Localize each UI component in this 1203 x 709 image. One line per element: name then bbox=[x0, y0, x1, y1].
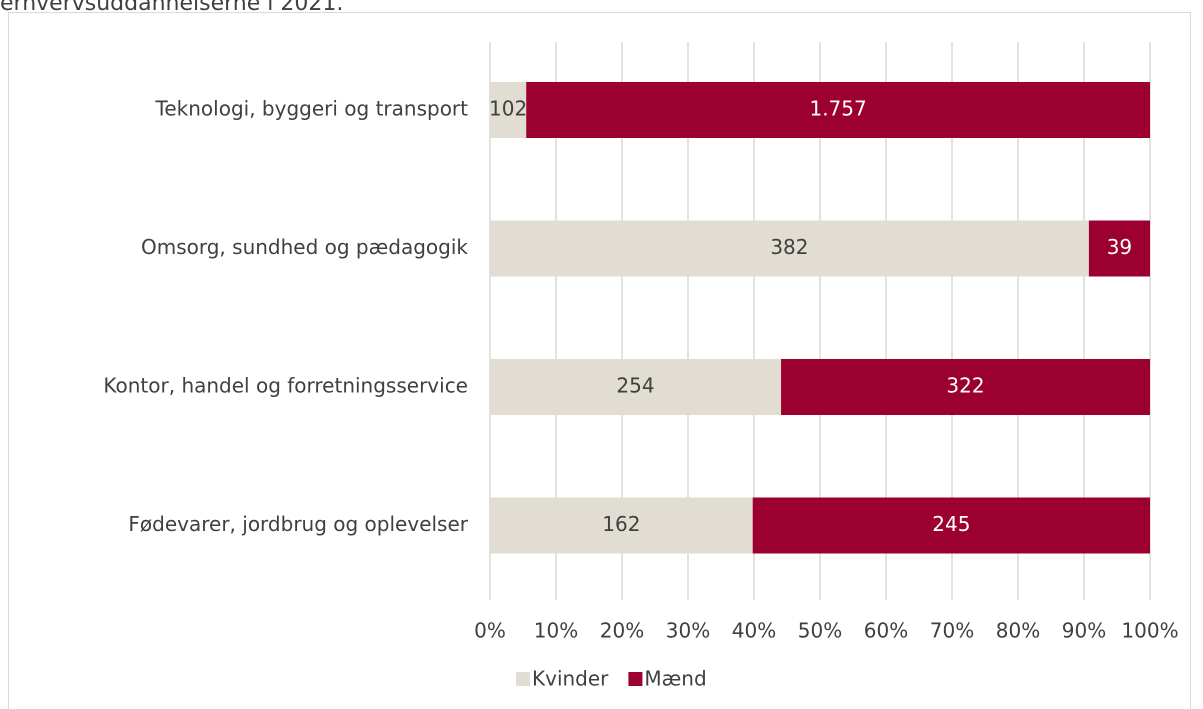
x-tick-label: 100% bbox=[1121, 619, 1178, 643]
x-tick-label: 60% bbox=[864, 619, 908, 643]
data-label: 382 bbox=[770, 235, 808, 259]
x-tick-label: 10% bbox=[534, 619, 578, 643]
y-tick-label: Fødevarer, jordbrug og oplevelser bbox=[128, 512, 468, 536]
legend-label: Kvinder bbox=[532, 667, 609, 691]
data-label: 162 bbox=[602, 512, 640, 536]
bar-segment bbox=[1088, 220, 1150, 277]
bar-segment bbox=[490, 220, 1089, 277]
legend-swatch bbox=[516, 672, 530, 686]
y-tick-label: Teknologi, byggeri og transport bbox=[155, 97, 469, 121]
y-tick-label: Kontor, handel og forretningsservice bbox=[103, 374, 468, 398]
bar-segment bbox=[490, 82, 527, 138]
legend-label: Mænd bbox=[644, 667, 706, 691]
data-label: 322 bbox=[946, 374, 984, 398]
x-tick-label: 70% bbox=[930, 619, 974, 643]
bar-segment bbox=[781, 359, 1150, 415]
data-label: 39 bbox=[1107, 235, 1132, 259]
bar-segment bbox=[490, 497, 753, 554]
y-tick-label: Omsorg, sundhed og pædagogik bbox=[141, 235, 468, 259]
data-label: 102 bbox=[489, 97, 527, 121]
chart-title: erhvervsuddannelserne i 2021. bbox=[0, 0, 343, 16]
x-tick-label: 90% bbox=[1062, 619, 1106, 643]
bar-segment bbox=[526, 82, 1150, 138]
x-tick-label: 20% bbox=[600, 619, 644, 643]
bar-segment bbox=[752, 497, 1150, 554]
x-tick-label: 50% bbox=[798, 619, 842, 643]
data-label: 245 bbox=[932, 512, 970, 536]
x-tick-label: 40% bbox=[732, 619, 776, 643]
legend-swatch bbox=[628, 672, 643, 686]
data-label: 1.757 bbox=[809, 97, 866, 121]
data-label: 254 bbox=[616, 374, 654, 398]
x-tick-label: 80% bbox=[996, 619, 1040, 643]
chart-border bbox=[8, 12, 1191, 709]
x-tick-label: 0% bbox=[474, 619, 506, 643]
x-tick-label: 30% bbox=[666, 619, 710, 643]
bar-segment bbox=[490, 359, 782, 415]
